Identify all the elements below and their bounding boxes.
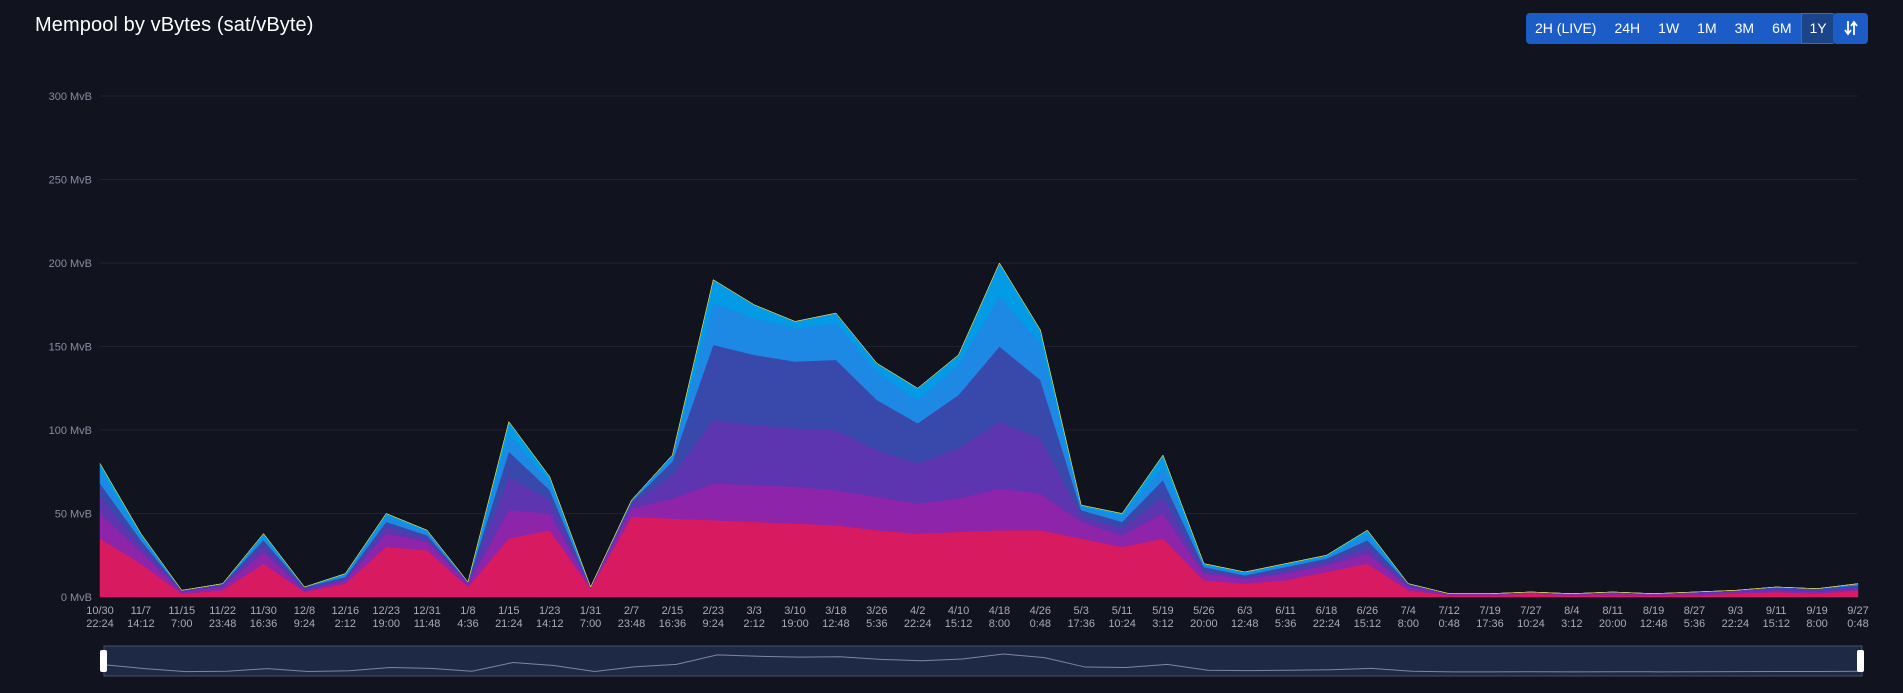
x-tick-label: 7/4 8:00: [1398, 605, 1419, 630]
x-tick-label: 2/15 16:36: [659, 605, 687, 630]
x-tick-label: 2/7 23:48: [618, 605, 646, 630]
x-tick-label: 7/12 0:48: [1438, 605, 1459, 630]
y-tick-label: 0 MvB: [61, 592, 92, 604]
chart-title: Mempool by vBytes (sat/vByte): [35, 14, 314, 36]
range-button-3m[interactable]: 3M: [1734, 20, 1755, 36]
x-tick-label: 8/4 3:12: [1561, 605, 1582, 630]
range-button-1w[interactable]: 1W: [1658, 20, 1680, 36]
y-tick-label: 250 MvB: [49, 175, 92, 187]
x-tick-label: 3/26 5:36: [866, 605, 887, 630]
x-tick-label: 3/18 12:48: [822, 605, 850, 630]
x-tick-label: 8/27 5:36: [1684, 605, 1705, 630]
x-tick-label: 11/30 16:36: [250, 605, 278, 630]
x-tick-label: 9/11 15:12: [1762, 605, 1790, 630]
x-tick-label: 12/16 2:12: [332, 605, 360, 630]
x-tick-label: 1/23 14:12: [536, 605, 564, 630]
x-tick-label: 9/19 8:00: [1806, 605, 1827, 630]
x-tick-label: 4/26 0:48: [1030, 605, 1051, 630]
x-tick-label: 10/30 22:24: [86, 605, 114, 630]
zoom-preview-line: [103, 653, 1863, 673]
x-tick-label: 8/11 20:00: [1599, 605, 1627, 630]
x-tick-label: 12/23 19:00: [372, 605, 400, 630]
x-tick-label: 6/18 22:24: [1313, 605, 1341, 630]
x-tick-label: 1/8 4:36: [457, 605, 478, 630]
range-button-24h[interactable]: 24H: [1614, 20, 1641, 36]
x-tick-label: 6/11 5:36: [1275, 605, 1296, 630]
x-tick-label: 4/2 22:24: [904, 605, 932, 630]
range-button-6m[interactable]: 6M: [1772, 20, 1792, 36]
x-tick-label: 3/10 19:00: [781, 605, 809, 630]
x-tick-label: 9/3 22:24: [1722, 605, 1750, 630]
x-tick-label: 5/3 17:36: [1067, 605, 1095, 630]
toggle-order-button[interactable]: [1833, 13, 1868, 44]
x-tick-label: 12/8 9:24: [294, 605, 315, 630]
range-button-1m[interactable]: 1M: [1697, 20, 1717, 36]
x-tick-label: 5/19 3:12: [1152, 605, 1173, 630]
x-tick-label: 7/19 17:36: [1476, 605, 1504, 630]
x-tick-label: 9/27 0:48: [1847, 605, 1868, 630]
range-button-1y[interactable]: 1Y: [1800, 13, 1836, 44]
x-tick-label: 1/15 21:24: [495, 605, 523, 630]
zoom-handle-right-icon[interactable]: [1857, 650, 1864, 672]
x-tick-label: 4/10 15:12: [945, 605, 973, 630]
x-tick-label: 6/26 15:12: [1354, 605, 1382, 630]
x-tick-label: 6/3 12:48: [1231, 605, 1259, 630]
x-tick-label: 1/31 7:00: [580, 605, 601, 630]
time-range-selector: 2H (LIVE) 24H 1W 1M 3M 6M 1Y: [1526, 13, 1836, 44]
zoom-slider[interactable]: [103, 645, 1863, 677]
x-tick-label: 2/23 9:24: [703, 605, 724, 630]
x-tick-label: 4/18 8:00: [989, 605, 1010, 630]
zoom-handle-left-icon[interactable]: [100, 650, 107, 672]
x-tick-label: 12/31 11:48: [413, 605, 441, 630]
x-tick-label: 3/3 2:12: [743, 605, 764, 630]
x-tick-label: 11/7 14:12: [127, 605, 155, 630]
x-tick-label: 7/27 10:24: [1517, 605, 1545, 630]
y-tick-label: 100 MvB: [49, 425, 92, 437]
y-tick-label: 150 MvB: [49, 342, 92, 354]
x-tick-label: 11/22 23:48: [209, 605, 237, 630]
y-tick-label: 50 MvB: [55, 509, 92, 521]
y-tick-label: 200 MvB: [49, 258, 92, 270]
x-tick-label: 5/26 20:00: [1190, 605, 1218, 630]
x-tick-label: 8/19 12:48: [1640, 605, 1668, 630]
fee-band-area-6: [99, 262, 1859, 594]
x-tick-label: 11/15 7:00: [168, 605, 195, 630]
range-button-2h-live[interactable]: 2H (LIVE): [1535, 20, 1597, 36]
x-tick-label: 5/11 10:24: [1108, 605, 1136, 630]
y-tick-label: 300 MvB: [49, 91, 92, 103]
swap-vertical-icon: [1843, 20, 1858, 36]
